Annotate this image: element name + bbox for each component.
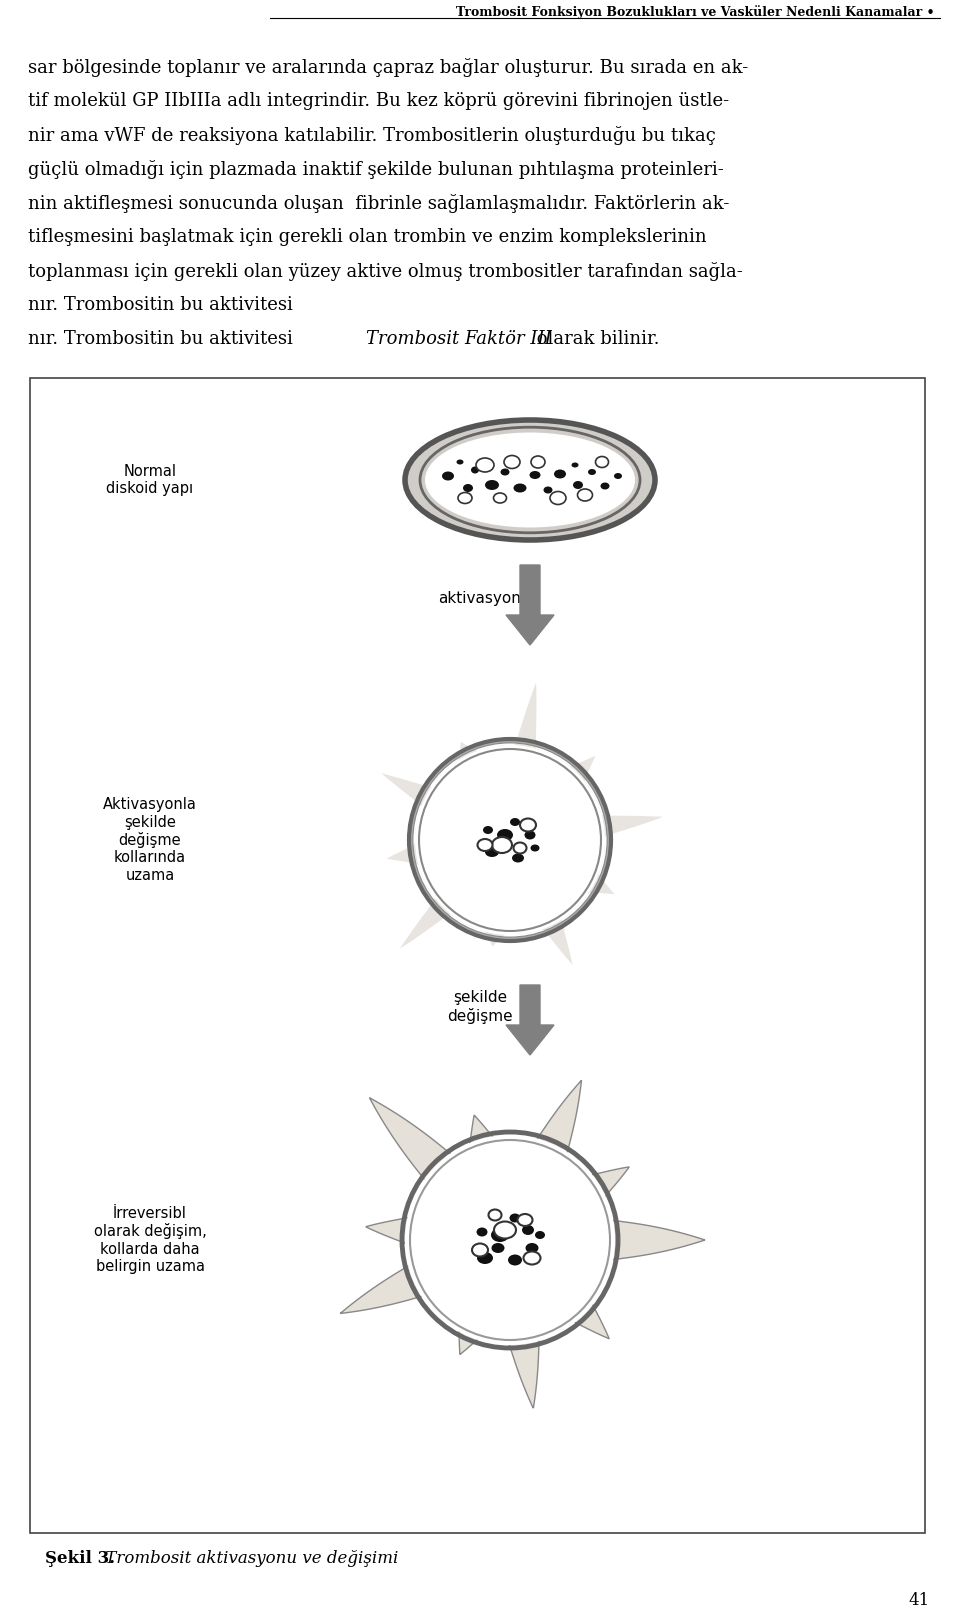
Text: nir ama vWF de reaksiyona katılabilir. Trombositlerin oluşturduğu bu tıkaç: nir ama vWF de reaksiyona katılabilir. T… [28, 126, 716, 145]
Ellipse shape [550, 492, 566, 505]
Ellipse shape [525, 1243, 539, 1252]
Text: toplanması için gerekli olan yüzey aktive olmuş trombositler tarafından sağla-: toplanması için gerekli olan yüzey aktiv… [28, 261, 743, 281]
Ellipse shape [535, 1231, 545, 1240]
Text: Trombosit Fonksiyon Bozuklukları ve Vasküler Nedenli Kanamalar •: Trombosit Fonksiyon Bozuklukları ve Vask… [457, 5, 935, 19]
Ellipse shape [458, 492, 472, 504]
Text: Trombosit Faktör III: Trombosit Faktör III [366, 329, 552, 349]
Ellipse shape [425, 433, 635, 528]
Polygon shape [506, 565, 554, 646]
Text: tif molekül GP IIbIIIa adlı integrindir. Bu kez köprü görevini fibrinojen üstle-: tif molekül GP IIbIIIa adlı integrindir.… [28, 92, 730, 110]
Text: tifleşmesini başlatmak için gerekli olan trombin ve enzim komplekslerinin: tifleşmesini başlatmak için gerekli olan… [28, 228, 707, 245]
Ellipse shape [483, 826, 493, 834]
Ellipse shape [522, 1225, 534, 1235]
Ellipse shape [514, 484, 526, 492]
Ellipse shape [504, 455, 520, 468]
Ellipse shape [494, 1222, 516, 1238]
Text: nır. Trombositin bu aktivitesi: nır. Trombositin bu aktivitesi [28, 295, 293, 315]
Text: Trombosit aktivasyonu ve değişimi: Trombosit aktivasyonu ve değişimi [100, 1549, 398, 1567]
Ellipse shape [491, 1228, 509, 1243]
Ellipse shape [510, 1214, 520, 1222]
Text: 41: 41 [909, 1591, 930, 1609]
Ellipse shape [500, 468, 510, 476]
Polygon shape [506, 985, 554, 1056]
Ellipse shape [514, 843, 526, 854]
Text: Normal
diskoid yapı: Normal diskoid yapı [107, 463, 194, 495]
Ellipse shape [485, 847, 499, 857]
Ellipse shape [531, 844, 540, 852]
Ellipse shape [485, 479, 499, 491]
Text: aktivasyon: aktivasyon [439, 591, 521, 605]
Ellipse shape [595, 457, 609, 468]
Ellipse shape [492, 1243, 505, 1252]
Ellipse shape [489, 1209, 501, 1220]
Ellipse shape [415, 746, 605, 935]
Ellipse shape [471, 466, 479, 473]
Ellipse shape [472, 1243, 488, 1257]
Ellipse shape [573, 481, 583, 489]
Text: nır. Trombositin bu aktivitesi: nır. Trombositin bu aktivitesi [28, 329, 299, 349]
Ellipse shape [463, 484, 473, 492]
Ellipse shape [578, 489, 592, 500]
Text: güçlü olmadığı için plazmada inaktif şekilde bulunan pıhtılaşma proteinleri-: güçlü olmadığı için plazmada inaktif şek… [28, 160, 724, 179]
Ellipse shape [476, 458, 494, 471]
Bar [30, 378, 925, 1533]
Ellipse shape [457, 460, 464, 465]
Text: İrreversibI
olarak değişim,
kollarda daha
belirgin uzama: İrreversibI olarak değişim, kollarda dah… [94, 1206, 206, 1273]
Text: olarak bilinir.: olarak bilinir. [531, 329, 660, 349]
Ellipse shape [508, 1254, 522, 1265]
Text: şekilde
değişme: şekilde değişme [447, 991, 513, 1023]
Ellipse shape [493, 492, 507, 504]
Ellipse shape [588, 470, 596, 475]
Text: sar bölgesinde toplanır ve aralarında çapraz bağlar oluşturur. Bu sırada en ak-: sar bölgesinde toplanır ve aralarında ça… [28, 58, 748, 77]
Text: Aktivasyonla
şekilde
değişme
kollarında
uzama: Aktivasyonla şekilde değişme kollarında … [103, 797, 197, 883]
Ellipse shape [477, 1252, 493, 1264]
Ellipse shape [523, 1251, 540, 1264]
Ellipse shape [510, 818, 520, 826]
Text: nin aktifleşmesi sonucunda oluşan  fibrinle sağlamlaşmalıdır. Faktörlerin ak-: nin aktifleşmesi sonucunda oluşan fibrin… [28, 194, 730, 213]
Ellipse shape [601, 483, 610, 489]
Ellipse shape [517, 1214, 533, 1227]
Ellipse shape [530, 471, 540, 479]
Ellipse shape [497, 830, 513, 841]
Ellipse shape [477, 839, 492, 851]
Polygon shape [340, 1080, 705, 1407]
Ellipse shape [571, 463, 579, 468]
Ellipse shape [524, 831, 536, 839]
Ellipse shape [554, 470, 566, 478]
Polygon shape [382, 683, 662, 965]
Ellipse shape [531, 457, 545, 468]
Ellipse shape [512, 854, 524, 862]
Ellipse shape [442, 471, 454, 481]
Ellipse shape [492, 838, 512, 854]
Ellipse shape [614, 473, 622, 479]
Ellipse shape [543, 486, 553, 494]
Ellipse shape [405, 1135, 615, 1344]
Ellipse shape [476, 1228, 488, 1236]
Ellipse shape [520, 818, 536, 831]
Text: Şekil 3.: Şekil 3. [45, 1549, 115, 1567]
Ellipse shape [405, 420, 655, 541]
